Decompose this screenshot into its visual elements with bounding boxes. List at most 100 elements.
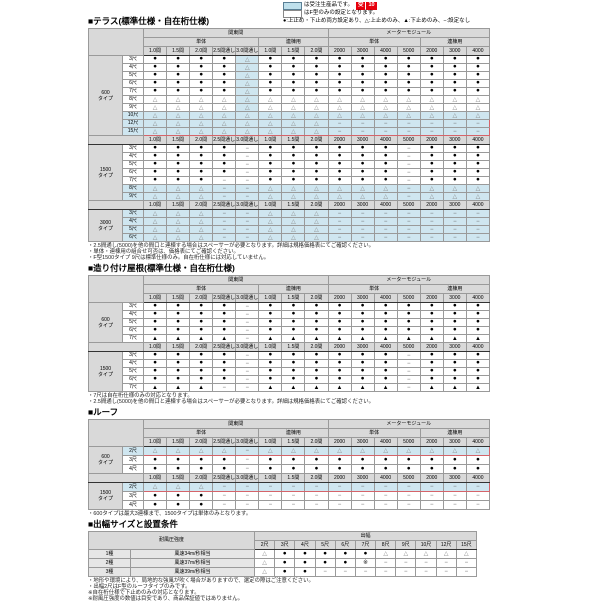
spec-cell: △ — [258, 217, 283, 226]
both-stop-symbol: ● — [153, 491, 157, 499]
table-row: 8尺 △ △ △ △ △ △ △ △ △ △ △ △ △ △ △ — [89, 95, 491, 104]
both-stop-symbol: ● — [314, 455, 319, 463]
top-stop-only-symbol: △ — [198, 210, 204, 217]
top-stop-only-symbol: △ — [406, 448, 412, 454]
column-header: 2000 — [327, 473, 352, 483]
spec-cell: − — [235, 455, 260, 465]
spec-cell: △ — [327, 103, 352, 112]
not-available-symbol: − — [245, 185, 250, 192]
not-available-symbol: − — [245, 466, 250, 472]
column-header: 2.0間 — [304, 293, 329, 303]
top-stop-only-symbol: △ — [337, 193, 342, 200]
top-stop-only-symbol: △ — [360, 193, 365, 200]
spec-cell: − — [396, 160, 421, 169]
table-row: 5尺 ● ● ● ● − ● ● ● ● ● ● − ● ● ● — [89, 160, 491, 169]
spec-cell: ● — [304, 455, 329, 465]
spec-cell: △ — [304, 95, 329, 104]
both-stop-symbol: ● — [176, 351, 181, 359]
spec-cell: ▲ — [373, 334, 398, 343]
not-available-symbol: − — [245, 502, 250, 508]
spec-cell: − — [415, 567, 437, 577]
spec-cell: △ — [212, 111, 237, 120]
spec-cell: − — [258, 491, 283, 501]
spec-cell: ● — [304, 63, 329, 72]
spec-cell: ● — [327, 176, 352, 185]
not-available-symbol: − — [406, 193, 411, 200]
spec-cell: △ — [442, 95, 467, 104]
both-stop-symbol: ● — [323, 549, 328, 557]
spec-cell: △ — [142, 217, 168, 226]
spec-cell: ● — [189, 160, 214, 169]
both-stop-symbol: ● — [282, 549, 287, 557]
spec-cell: ● — [442, 71, 467, 80]
both-stop-symbol: ● — [282, 558, 287, 566]
table-terrace: 関東間 メーターモジュール 単体 連棟用 単体 連棟用 1.0間 1.5間 2.0間 2.5間通し… — [88, 28, 491, 242]
both-stop-symbol: ● — [291, 302, 296, 310]
bottom-stop-only-symbol: ▲ — [267, 335, 274, 342]
spec-cell: ● — [166, 176, 191, 185]
spec-cell: − — [281, 500, 306, 510]
top-stop-only-symbol: △ — [175, 185, 181, 192]
row-label: 8尺 — [122, 95, 144, 104]
not-available-symbol: − — [222, 226, 226, 233]
spec-cell: △ — [350, 184, 375, 193]
top-stop-only-symbol: △ — [268, 226, 273, 233]
spec-cell: ● — [350, 176, 375, 185]
column-header: 4000 — [373, 46, 398, 56]
both-stop-symbol: ● — [452, 152, 457, 160]
both-stop-symbol: ● — [383, 71, 388, 79]
spec-cell: △ — [258, 184, 283, 193]
both-stop-symbol: ● — [199, 318, 204, 326]
spec-cell: △ — [304, 127, 329, 136]
size-header-row: 1.0間 1.5間 2.0間 2.5間通し 3.0間通し 1.0間 1.5間 2.0間 2000… — [89, 46, 491, 56]
column-header: 1.5間 — [281, 473, 306, 483]
spec-cell: △ — [465, 111, 491, 120]
column-header: 1.5間 — [166, 293, 191, 303]
both-stop-symbol: ● — [337, 375, 342, 383]
top-stop-only-symbol: △ — [152, 193, 158, 200]
both-stop-symbol: ● — [176, 55, 181, 63]
row-label: 6尺 — [122, 326, 144, 335]
spec-cell: ● — [396, 455, 421, 465]
spec-cell: − — [212, 184, 237, 193]
spec-cell: ● — [327, 79, 352, 88]
spec-cell: − — [304, 491, 329, 501]
column-header: 2.0間 — [189, 135, 214, 145]
spec-cell: △ — [281, 225, 306, 234]
spec-cell: − — [235, 233, 260, 242]
not-available-symbol: − — [245, 352, 250, 359]
spec-cell: ▲ — [166, 383, 191, 392]
spec-cell: ● — [419, 367, 444, 376]
spec-cell: ● — [258, 351, 283, 360]
group-header-row: 関東間 メーターモジュール — [88, 419, 490, 447]
spec-cell: ● — [419, 168, 444, 177]
badge-label: 受 — [357, 2, 364, 9]
not-available-symbol: − — [245, 319, 250, 326]
both-stop-symbol: ● — [199, 87, 204, 95]
column-header: 3000 — [442, 200, 467, 210]
both-stop-symbol: ● — [406, 63, 411, 71]
spec-cell: ● — [166, 302, 191, 311]
subgroup-header-row: 単体 連棟用 単体 連棟用 — [89, 37, 491, 47]
both-stop-symbol: ● — [452, 318, 457, 326]
top-stop-only-symbol: △ — [244, 104, 250, 111]
bottom-stop-only-symbol: ▲ — [175, 335, 182, 342]
both-stop-symbol: ● — [475, 71, 480, 79]
both-stop-symbol: ● — [153, 318, 157, 326]
spec-cell: △ — [235, 111, 260, 120]
both-stop-symbol: ● — [176, 87, 181, 95]
spec-cell: ● — [281, 152, 306, 161]
spec-cell: − — [395, 567, 417, 577]
spec-cell: ● — [166, 71, 191, 80]
table-row: 600 タイプ 3尺 ● ● ● ● − ● ● ● ● ● ● ● ● ● ● — [88, 302, 491, 343]
both-stop-symbol: ● — [176, 71, 181, 79]
spec-cell: − — [373, 482, 398, 492]
section-depth-conditions: ■出幅サイズと設置条件 耐風圧強度 出幅 2尺 3尺 4尺 5尺 6尺 7尺 8尺 9尺 10尺 12尺… — [87, 520, 492, 602]
spec-cell: ● — [166, 87, 191, 96]
spec-cell: − — [396, 176, 421, 185]
table-row: 3尺 ● ● ● ● − ● ● ● ● ● ● ● ● ● ● — [89, 455, 491, 465]
table-row: 1500 タイプ 2尺 △ △ △ − − − − − − − − − − − − — [88, 482, 491, 510]
column-header: 1.0間 — [142, 342, 168, 352]
spec-cell: ● — [189, 71, 214, 80]
spec-cell: ● — [212, 351, 237, 360]
